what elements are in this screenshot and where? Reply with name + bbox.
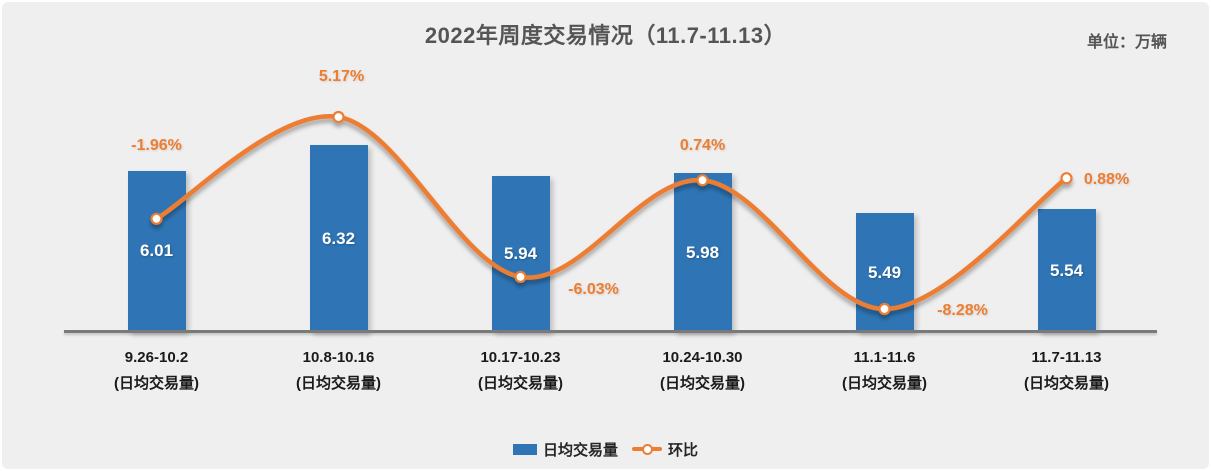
legend-item-line-series: 环比	[632, 439, 698, 460]
x-axis-label-period: 11.1-11.6	[853, 349, 916, 366]
x-axis-label-9.26-10.2: 9.26-10.2 (日均交易量)	[67, 345, 247, 397]
x-axis-label-sub: (日均交易量)	[1024, 375, 1109, 392]
bar-value-label: 6.32	[321, 228, 356, 248]
legend-bar-label: 日均交易量	[542, 441, 618, 459]
x-axis-label-period: 10.24-10.30	[662, 349, 743, 366]
line-point-marker-11.7-11.13	[1060, 172, 1073, 185]
line-data-label: -8.28%	[937, 302, 988, 320]
bar-series-swatch-icon	[512, 443, 537, 455]
x-axis-label-11.1-11.6: 11.1-11.6 (日均交易量)	[795, 345, 975, 397]
line-series-marker-icon	[632, 443, 662, 455]
x-axis-label-period: 10.17-10.23	[480, 349, 561, 366]
unit-annotation: 单位：万辆	[1086, 34, 1167, 51]
x-axis-label-sub: (日均交易量)	[478, 375, 563, 392]
x-axis-label-sub: (日均交易量)	[296, 375, 381, 392]
bar-value-label: 5.98	[685, 242, 720, 262]
legend-line-label: 环比	[668, 441, 699, 459]
legend-item-bar-series: 日均交易量	[512, 439, 618, 460]
x-axis-label-sub: (日均交易量)	[842, 375, 927, 392]
x-axis-label-10.8-10.16: 10.8-10.16 (日均交易量)	[249, 345, 429, 397]
line-data-label: 5.17%	[318, 67, 365, 85]
bar-value-label: 5.54	[1049, 260, 1084, 280]
x-axis-line	[64, 330, 1157, 333]
x-axis-label-sub: (日均交易量)	[114, 375, 199, 392]
x-axis-label-period: 11.7-11.13	[1031, 349, 1102, 366]
legend: 日均交易量 环比	[2, 437, 1209, 461]
x-axis-label-period: 10.8-10.16	[302, 349, 375, 366]
x-axis-label-11.7-11.13: 11.7-11.13 (日均交易量)	[977, 345, 1157, 397]
line-point-marker-10.8-10.16	[332, 110, 345, 124]
line-data-label: -1.96%	[131, 136, 182, 154]
line-data-label: -6.03%	[568, 280, 619, 298]
x-axis-label-10.24-10.30: 10.24-10.30 (日均交易量)	[613, 345, 793, 397]
bar-value-label: 5.49	[867, 262, 902, 282]
bar-value-label: 6.01	[139, 241, 174, 261]
line-data-label: 0.88%	[1083, 171, 1130, 189]
line-data-label: 0.74%	[679, 137, 726, 155]
x-axis-label-10.17-10.23: 10.17-10.23 (日均交易量)	[431, 345, 611, 397]
x-axis-label-period: 9.26-10.2	[124, 349, 189, 366]
bar-value-label: 5.94	[503, 244, 538, 264]
x-axis-label-sub: (日均交易量)	[660, 375, 745, 392]
chart-title: 2022年周度交易情况（11.7-11.13）	[424, 23, 787, 48]
